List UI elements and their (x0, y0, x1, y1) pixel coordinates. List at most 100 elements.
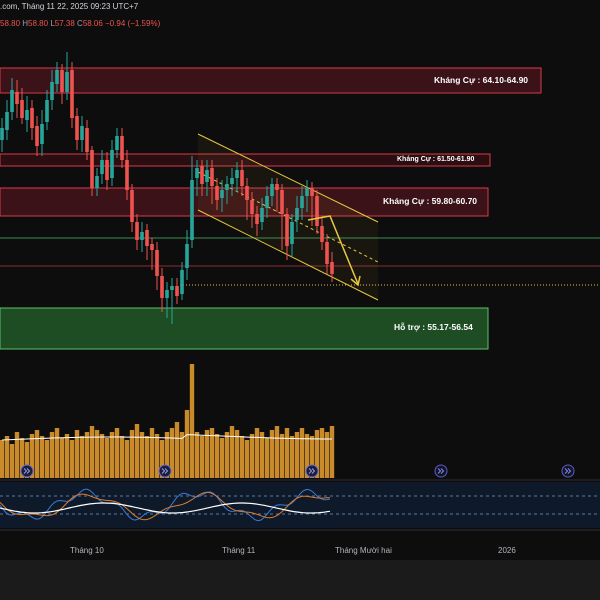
candle-body (135, 222, 139, 240)
volume-bar (84, 432, 90, 478)
candle-body (0, 128, 4, 140)
double-chevron-right-icon[interactable] (434, 464, 448, 478)
volume-bar (154, 434, 160, 478)
volume-bar (254, 428, 260, 478)
volume-bars (0, 364, 335, 478)
candle-body (55, 70, 59, 84)
volume-bar (169, 428, 175, 478)
volume-bar (134, 424, 140, 478)
candle-body (280, 190, 284, 214)
candle-body (155, 250, 159, 276)
volume-bar (39, 436, 45, 478)
candle-body (120, 136, 124, 160)
volume-bar (99, 434, 105, 478)
volume-bar (0, 440, 5, 478)
volume-bar (44, 440, 50, 478)
candle-body (260, 208, 264, 222)
candle-body (160, 276, 164, 298)
resistance-low-label: Kháng Cự : 59.80-60.70 (383, 196, 478, 206)
candle-body (285, 214, 289, 246)
change-value: −0.94 (−1.59%) (105, 19, 161, 28)
candle-body (200, 166, 204, 184)
projection-arrow (307, 215, 359, 285)
candle-body (90, 150, 94, 188)
volume-bar (54, 428, 60, 478)
event-markers[interactable] (20, 464, 575, 478)
volume-bar (14, 432, 20, 478)
candle-body (170, 286, 174, 290)
double-chevron-right-icon[interactable] (158, 464, 172, 478)
volume-bar (224, 432, 230, 478)
volume-bar (94, 430, 100, 478)
x-axis-label-october: Tháng 10 (70, 546, 104, 555)
volume-bar (29, 434, 35, 478)
volume-bar (289, 436, 295, 478)
projection-arrowhead (350, 275, 361, 287)
volume-bar (74, 430, 80, 478)
candle-body (60, 70, 64, 92)
candle-body (175, 286, 179, 296)
candle-body (310, 188, 314, 196)
volume-bar (184, 410, 190, 478)
double-chevron-right-icon[interactable] (20, 464, 34, 478)
candle-body (165, 290, 169, 298)
double-chevron-right-icon[interactable] (305, 464, 319, 478)
volume-bar (304, 434, 310, 478)
candle-body (325, 242, 329, 264)
high-value: 58.80 (28, 19, 49, 28)
oscillator-signal-line (0, 502, 331, 514)
volume-bar (19, 438, 25, 478)
candle-body (95, 176, 99, 188)
volume-bar (9, 444, 15, 478)
volume-bar (104, 438, 110, 478)
header-source: .com, (0, 2, 20, 11)
bottom-toolbar (0, 560, 600, 600)
support-zone (0, 307, 489, 350)
volume-bar (159, 440, 165, 478)
volume-bar (109, 432, 115, 478)
volume-bar (194, 432, 200, 478)
volume-bar (299, 428, 305, 478)
candle-body (105, 160, 109, 180)
volume-bar (319, 428, 325, 478)
candle-body (305, 188, 309, 196)
candle-body (180, 270, 184, 294)
resistance-zone-top (0, 67, 542, 94)
double-chevron-right-icon[interactable] (561, 464, 575, 478)
candle-body (115, 136, 119, 150)
volume-bar (214, 434, 220, 478)
volume-bar (279, 434, 285, 478)
low-label: L (50, 19, 55, 28)
candle-body (320, 226, 324, 242)
x-axis-label-2026: 2026 (498, 546, 516, 555)
volume-bar (59, 438, 65, 478)
candle-body (45, 100, 49, 122)
channel-lower-line (197, 209, 379, 301)
volume-bar (329, 426, 335, 478)
candle-body (65, 72, 69, 92)
volume-bar (239, 436, 245, 478)
candle-body (265, 196, 269, 208)
candle-body (235, 170, 239, 178)
candle-body (300, 196, 304, 208)
candle-body (255, 214, 259, 224)
open-value: 58.80 (0, 19, 21, 28)
volume-bar (49, 432, 55, 478)
candle-body (195, 168, 199, 178)
volume-bar (244, 440, 250, 478)
candle-body (215, 186, 219, 200)
candle-body (20, 100, 24, 118)
candle-body (85, 128, 89, 152)
volume-bar (189, 364, 195, 478)
volume-bar (79, 436, 85, 478)
header-source-line: .com, Tháng 11 22, 2025 09:23 UTC+7 (0, 2, 138, 11)
x-axis-label-november: Tháng 11 (222, 546, 256, 555)
volume-bar (204, 430, 210, 478)
volume-bar (4, 436, 10, 478)
candle-body (80, 126, 84, 140)
volume-bar (144, 436, 150, 478)
candle-body (190, 180, 194, 240)
candle-body (15, 92, 19, 104)
candle-body (295, 208, 299, 220)
